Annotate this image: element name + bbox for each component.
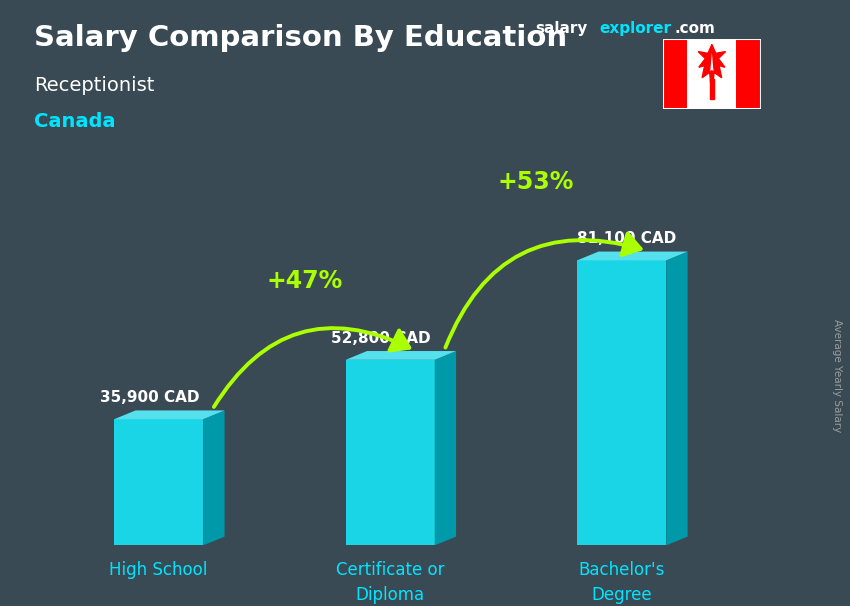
Text: +47%: +47%: [266, 269, 343, 293]
Polygon shape: [698, 45, 726, 99]
Polygon shape: [577, 251, 688, 261]
Polygon shape: [114, 410, 224, 419]
Text: salary: salary: [536, 21, 588, 36]
Polygon shape: [346, 360, 434, 545]
Polygon shape: [577, 261, 666, 545]
FancyArrowPatch shape: [445, 234, 641, 347]
Text: Salary Comparison By Education: Salary Comparison By Education: [34, 24, 567, 52]
Text: 81,100 CAD: 81,100 CAD: [577, 231, 677, 246]
Text: +53%: +53%: [497, 170, 574, 193]
Bar: [688, 39, 736, 109]
Text: Receptionist: Receptionist: [34, 76, 155, 95]
Bar: [736, 39, 761, 109]
Polygon shape: [346, 351, 456, 360]
Text: .com: .com: [674, 21, 715, 36]
Text: 52,800 CAD: 52,800 CAD: [332, 331, 431, 346]
Bar: [663, 39, 688, 109]
Polygon shape: [710, 79, 714, 99]
Polygon shape: [666, 251, 688, 545]
FancyArrowPatch shape: [214, 328, 410, 407]
Text: Average Yearly Salary: Average Yearly Salary: [832, 319, 842, 432]
Polygon shape: [434, 351, 456, 545]
Polygon shape: [203, 410, 224, 545]
Text: 35,900 CAD: 35,900 CAD: [100, 390, 200, 405]
Text: Canada: Canada: [34, 112, 116, 131]
Text: explorer: explorer: [599, 21, 672, 36]
Polygon shape: [114, 419, 203, 545]
